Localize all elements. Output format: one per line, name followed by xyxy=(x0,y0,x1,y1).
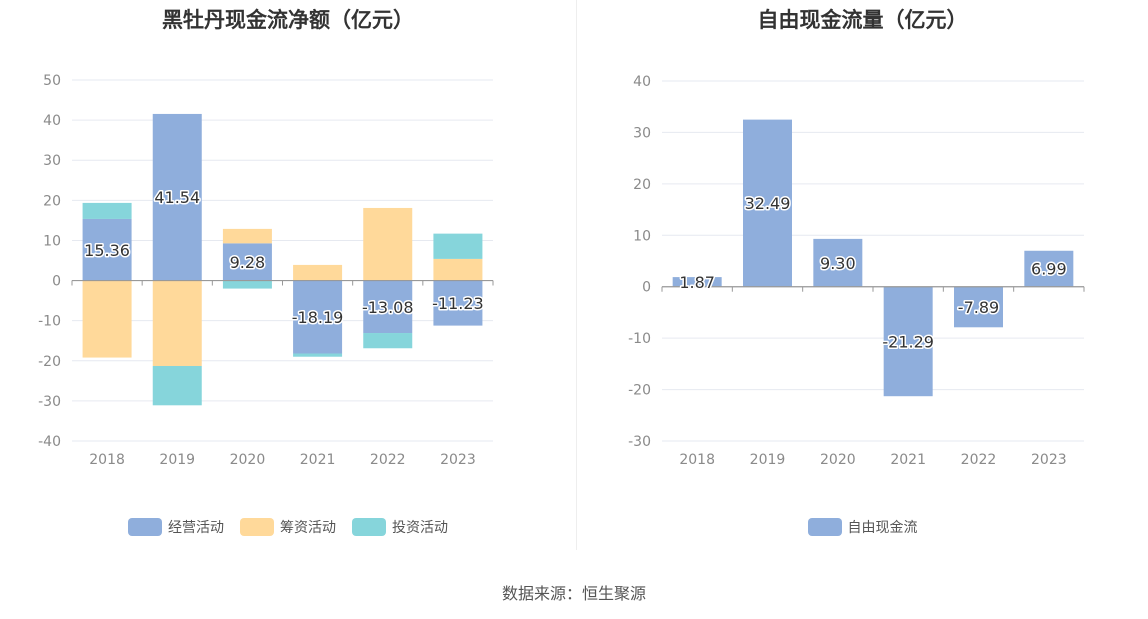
y-tick-label: -20 xyxy=(38,354,61,370)
bar-筹资活动-2020 xyxy=(222,228,272,244)
y-tick-label: 10 xyxy=(633,228,651,244)
x-tick-label: 2018 xyxy=(679,452,715,468)
x-tick-label: 2019 xyxy=(159,452,195,468)
x-tick-label: 2019 xyxy=(750,452,786,468)
cashflow-net-chart-panel: 黑牡丹现金流净额（亿元） -40 -30 -20 -10 0 10 20 30 40 50 2018… xyxy=(0,0,576,560)
bar-筹资活动-2019 xyxy=(152,280,202,366)
legend-item[interactable]: 筹资活动 xyxy=(240,517,336,537)
legend-swatch xyxy=(128,518,162,536)
bar-投资活动-2021 xyxy=(293,353,343,357)
x-tick-label: 2021 xyxy=(300,452,336,468)
bar-筹资活动-2021 xyxy=(293,264,343,281)
free-cashflow-chart-panel: 自由现金流量（亿元） -30 -20 -10 0 10 20 30 40 2018 2019 202… xyxy=(577,0,1148,560)
x-tick-label: 2022 xyxy=(370,452,406,468)
bar-经营活动-2019 xyxy=(152,113,202,281)
data-label: 41.54 xyxy=(154,188,200,207)
data-label: -11.23 xyxy=(432,294,484,313)
bar-投资活动-2022 xyxy=(363,333,413,349)
data-label: -18.19 xyxy=(292,308,344,327)
bar-投资活动-2018 xyxy=(82,202,132,219)
data-label: 1.87 xyxy=(679,273,715,292)
legend-item[interactable]: 投资活动 xyxy=(352,517,448,537)
y-tick-label: 0 xyxy=(52,274,61,290)
legend-label: 筹资活动 xyxy=(280,520,336,536)
panel-divider xyxy=(576,0,577,550)
x-tick-label: 2018 xyxy=(89,452,125,468)
chart-legend: 自由现金流 xyxy=(577,517,1148,537)
legend-item[interactable]: 经营活动 xyxy=(128,517,224,537)
y-tick-label: -10 xyxy=(38,314,61,330)
bar-投资活动-2020 xyxy=(222,280,272,289)
y-tick-label: -10 xyxy=(628,331,651,347)
y-tick-label: 20 xyxy=(633,177,651,193)
bar-经营活动-2018 xyxy=(82,218,132,281)
chart-legend: 经营活动 筹资活动 投资活动 xyxy=(0,517,576,537)
data-label: -13.08 xyxy=(362,298,414,317)
data-label: 32.49 xyxy=(745,194,791,213)
data-label: 9.30 xyxy=(820,254,856,273)
data-label: 9.28 xyxy=(230,253,266,272)
bar-自由现金流-2022 xyxy=(954,286,1003,328)
bar-投资活动-2023 xyxy=(433,233,483,259)
y-tick-label: -40 xyxy=(38,434,61,450)
y-tick-label: 50 xyxy=(43,73,61,89)
chart-title: 黑牡丹现金流净额（亿元） xyxy=(162,8,414,32)
y-tick-label: -30 xyxy=(628,434,651,450)
y-tick-label: 40 xyxy=(633,74,651,90)
y-tick-label: 40 xyxy=(43,113,61,129)
free-cashflow-chart: -30 -20 -10 0 10 20 30 40 2018 2019 2020 2021 2022 20… xyxy=(628,74,1085,468)
y-tick-label: 30 xyxy=(43,153,61,169)
legend-swatch xyxy=(240,518,274,536)
legend-swatch xyxy=(352,518,386,536)
bar-自由现金流-2021 xyxy=(883,286,933,397)
x-tick-label: 2020 xyxy=(230,452,266,468)
legend-item[interactable]: 自由现金流 xyxy=(807,517,918,537)
bar-自由现金流-2018 xyxy=(672,277,722,287)
bar-筹资活动-2022 xyxy=(363,207,413,281)
bar-投资活动-2019 xyxy=(152,365,202,406)
data-label: 15.36 xyxy=(84,241,130,260)
bar-经营活动-2023 xyxy=(433,280,483,326)
bar-自由现金流-2019 xyxy=(743,119,792,287)
x-tick-label: 2020 xyxy=(820,452,856,468)
chart-title: 自由现金流量（亿元） xyxy=(757,8,968,32)
x-tick-label: 2023 xyxy=(1031,452,1067,468)
bar-筹资活动-2018 xyxy=(82,280,132,358)
data-label: -21.29 xyxy=(882,332,934,351)
legend-label: 经营活动 xyxy=(168,520,224,536)
bars xyxy=(82,113,483,406)
data-source: 数据来源：恒生聚源 xyxy=(501,584,646,603)
y-tick-label: 30 xyxy=(633,125,651,141)
legend-swatch xyxy=(807,518,842,536)
y-tick-label: 20 xyxy=(43,193,61,209)
bar-自由现金流-2023 xyxy=(1024,250,1074,287)
bar-经营活动-2020 xyxy=(222,243,272,281)
cashflow-net-chart: -40 -30 -20 -10 0 10 20 30 40 50 2018 2019 2020 2021 2… xyxy=(38,73,494,468)
bar-自由现金流-2020 xyxy=(813,238,863,287)
y-tick-label: 0 xyxy=(642,280,651,296)
bars xyxy=(672,119,1074,397)
bar-经营活动-2022 xyxy=(363,280,413,334)
data-label: 6.99 xyxy=(1031,260,1067,279)
legend-label: 投资活动 xyxy=(392,520,448,536)
x-tick-label: 2023 xyxy=(440,452,476,468)
y-tick-label: -30 xyxy=(38,394,61,410)
bar-经营活动-2021 xyxy=(293,280,343,354)
data-label: -7.89 xyxy=(958,298,999,317)
y-tick-label: -20 xyxy=(628,383,651,399)
bar-筹资活动-2023 xyxy=(433,258,483,281)
legend-label: 自由现金流 xyxy=(847,520,918,536)
x-tick-label: 2022 xyxy=(961,452,997,468)
y-tick-label: 10 xyxy=(43,233,61,249)
x-tick-label: 2021 xyxy=(890,452,926,468)
